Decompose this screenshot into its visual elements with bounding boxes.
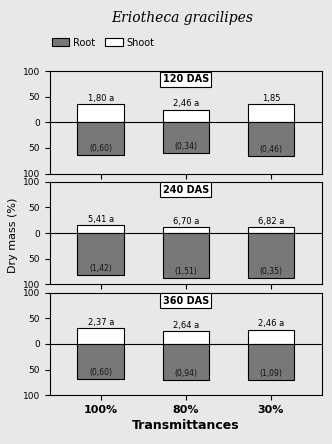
Text: 6,82 a: 6,82 a <box>258 217 284 226</box>
Text: (0,34): (0,34) <box>174 142 198 151</box>
X-axis label: Transmittances: Transmittances <box>132 419 240 432</box>
Text: 2,46 a: 2,46 a <box>258 320 284 329</box>
Text: Eriotheca gracilipes: Eriotheca gracilipes <box>112 11 254 25</box>
Bar <box>248 104 294 123</box>
Bar <box>163 110 209 123</box>
Bar <box>77 104 124 123</box>
Text: 240 DAS: 240 DAS <box>163 185 209 195</box>
Text: (0,94): (0,94) <box>174 369 198 378</box>
Bar <box>163 123 209 153</box>
Text: Dry mass (%): Dry mass (%) <box>8 198 18 273</box>
Bar <box>163 233 209 278</box>
Bar <box>163 344 209 380</box>
Text: (1,09): (1,09) <box>260 369 283 378</box>
Bar <box>77 123 124 155</box>
Text: 1,85: 1,85 <box>262 94 280 103</box>
Bar <box>163 330 209 344</box>
Bar <box>248 329 294 344</box>
Text: (1,42): (1,42) <box>89 264 112 273</box>
Bar <box>248 123 294 156</box>
Text: 2,46 a: 2,46 a <box>173 99 199 108</box>
Bar <box>248 344 294 380</box>
Text: (0,60): (0,60) <box>89 368 112 377</box>
Bar <box>163 227 209 233</box>
Text: 360 DAS: 360 DAS <box>163 296 209 305</box>
Legend: Root, Shoot: Root, Shoot <box>48 34 158 52</box>
Bar <box>77 329 124 344</box>
Text: 2,37 a: 2,37 a <box>88 318 114 328</box>
Text: (0,60): (0,60) <box>89 143 112 153</box>
Text: (0,35): (0,35) <box>260 267 283 276</box>
Text: 2,64 a: 2,64 a <box>173 321 199 329</box>
Bar <box>77 344 124 379</box>
Bar <box>248 233 294 278</box>
Text: 120 DAS: 120 DAS <box>163 74 209 84</box>
Text: 5,41 a: 5,41 a <box>88 215 114 224</box>
Text: 1,80 a: 1,80 a <box>88 94 114 103</box>
Text: (1,51): (1,51) <box>175 267 197 276</box>
Bar <box>77 226 124 233</box>
Text: (0,46): (0,46) <box>260 145 283 154</box>
Bar <box>77 233 124 275</box>
Text: 6,70 a: 6,70 a <box>173 217 199 226</box>
Bar <box>248 227 294 233</box>
